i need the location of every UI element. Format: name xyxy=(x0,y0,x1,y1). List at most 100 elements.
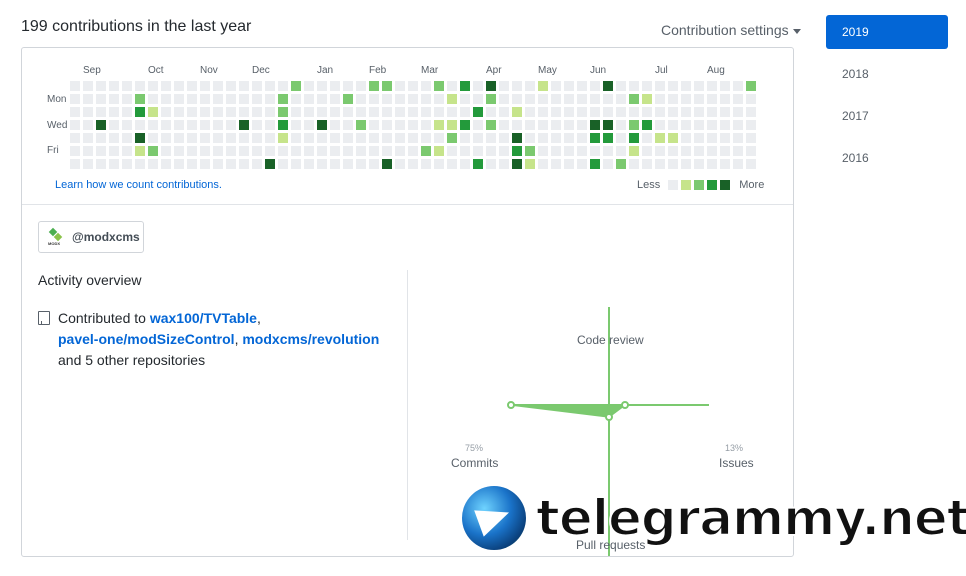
contribution-day[interactable] xyxy=(421,94,431,104)
contribution-day[interactable] xyxy=(590,159,600,169)
contribution-day[interactable] xyxy=(265,159,275,169)
contribution-day[interactable] xyxy=(577,81,587,91)
contribution-day[interactable] xyxy=(538,159,548,169)
contribution-day[interactable] xyxy=(291,146,301,156)
contribution-day[interactable] xyxy=(486,107,496,117)
contribution-day[interactable] xyxy=(109,159,119,169)
contribution-day[interactable] xyxy=(317,94,327,104)
contribution-day[interactable] xyxy=(486,133,496,143)
contribution-day[interactable] xyxy=(122,120,132,130)
contribution-day[interactable] xyxy=(213,159,223,169)
contribution-day[interactable] xyxy=(70,94,80,104)
contribution-day[interactable] xyxy=(681,133,691,143)
contribution-day[interactable] xyxy=(460,81,470,91)
contribution-day[interactable] xyxy=(265,94,275,104)
contribution-day[interactable] xyxy=(668,94,678,104)
contribution-day[interactable] xyxy=(564,159,574,169)
contribution-day[interactable] xyxy=(538,94,548,104)
contribution-day[interactable] xyxy=(70,120,80,130)
contribution-day[interactable] xyxy=(746,120,756,130)
contribution-day[interactable] xyxy=(616,81,626,91)
contribution-day[interactable] xyxy=(356,94,366,104)
contribution-day[interactable] xyxy=(239,133,249,143)
contribution-day[interactable] xyxy=(473,146,483,156)
contribution-day[interactable] xyxy=(447,107,457,117)
contribution-day[interactable] xyxy=(96,120,106,130)
contribution-day[interactable] xyxy=(707,81,717,91)
contribution-day[interactable] xyxy=(187,94,197,104)
contribution-day[interactable] xyxy=(70,81,80,91)
contribution-day[interactable] xyxy=(343,94,353,104)
contribution-day[interactable] xyxy=(356,146,366,156)
contribution-day[interactable] xyxy=(252,120,262,130)
contribution-day[interactable] xyxy=(278,107,288,117)
contribution-day[interactable] xyxy=(655,159,665,169)
contribution-day[interactable] xyxy=(148,146,158,156)
contribution-day[interactable] xyxy=(148,159,158,169)
contribution-day[interactable] xyxy=(122,94,132,104)
contribution-day[interactable] xyxy=(239,146,249,156)
contribution-day[interactable] xyxy=(720,107,730,117)
contribution-day[interactable] xyxy=(668,159,678,169)
contribution-day[interactable] xyxy=(265,120,275,130)
contribution-day[interactable] xyxy=(96,107,106,117)
contribution-day[interactable] xyxy=(395,81,405,91)
contribution-day[interactable] xyxy=(109,107,119,117)
contribution-day[interactable] xyxy=(395,107,405,117)
contribution-day[interactable] xyxy=(746,133,756,143)
contribution-day[interactable] xyxy=(434,94,444,104)
contribution-day[interactable] xyxy=(590,81,600,91)
contribution-day[interactable] xyxy=(83,120,93,130)
contribution-day[interactable] xyxy=(252,133,262,143)
contribution-day[interactable] xyxy=(564,146,574,156)
contribution-day[interactable] xyxy=(720,94,730,104)
contribution-day[interactable] xyxy=(135,146,145,156)
contribution-day[interactable] xyxy=(161,146,171,156)
contribution-day[interactable] xyxy=(174,107,184,117)
contribution-day[interactable] xyxy=(525,120,535,130)
contribution-day[interactable] xyxy=(291,107,301,117)
contribution-day[interactable] xyxy=(603,133,613,143)
contribution-day[interactable] xyxy=(135,133,145,143)
contribution-day[interactable] xyxy=(395,120,405,130)
contribution-day[interactable] xyxy=(187,120,197,130)
year-link-2017[interactable]: 2017 xyxy=(842,109,869,123)
contribution-day[interactable] xyxy=(83,94,93,104)
contribution-day[interactable] xyxy=(109,133,119,143)
contribution-day[interactable] xyxy=(369,107,379,117)
contribution-day[interactable] xyxy=(291,81,301,91)
contribution-day[interactable] xyxy=(642,81,652,91)
contribution-day[interactable] xyxy=(265,81,275,91)
contribution-day[interactable] xyxy=(473,81,483,91)
contribution-day[interactable] xyxy=(694,107,704,117)
contribution-day[interactable] xyxy=(434,120,444,130)
contribution-day[interactable] xyxy=(408,133,418,143)
contribution-day[interactable] xyxy=(96,146,106,156)
contribution-day[interactable] xyxy=(590,133,600,143)
contribution-day[interactable] xyxy=(317,120,327,130)
contribution-day[interactable] xyxy=(603,107,613,117)
contribution-day[interactable] xyxy=(434,159,444,169)
contribution-day[interactable] xyxy=(551,159,561,169)
contribution-day[interactable] xyxy=(122,159,132,169)
contribution-day[interactable] xyxy=(447,159,457,169)
contribution-day[interactable] xyxy=(304,133,314,143)
contribution-day[interactable] xyxy=(408,81,418,91)
contribution-day[interactable] xyxy=(265,107,275,117)
contribution-day[interactable] xyxy=(161,81,171,91)
contribution-day[interactable] xyxy=(434,146,444,156)
contribution-day[interactable] xyxy=(408,94,418,104)
contribution-day[interactable] xyxy=(707,146,717,156)
contribution-day[interactable] xyxy=(83,107,93,117)
contribution-day[interactable] xyxy=(330,107,340,117)
contribution-day[interactable] xyxy=(642,120,652,130)
contribution-day[interactable] xyxy=(421,133,431,143)
contribution-day[interactable] xyxy=(551,146,561,156)
contribution-day[interactable] xyxy=(512,94,522,104)
contribution-day[interactable] xyxy=(525,159,535,169)
contribution-day[interactable] xyxy=(356,107,366,117)
contribution-day[interactable] xyxy=(642,94,652,104)
contribution-day[interactable] xyxy=(330,133,340,143)
contribution-day[interactable] xyxy=(187,159,197,169)
contribution-day[interactable] xyxy=(174,120,184,130)
